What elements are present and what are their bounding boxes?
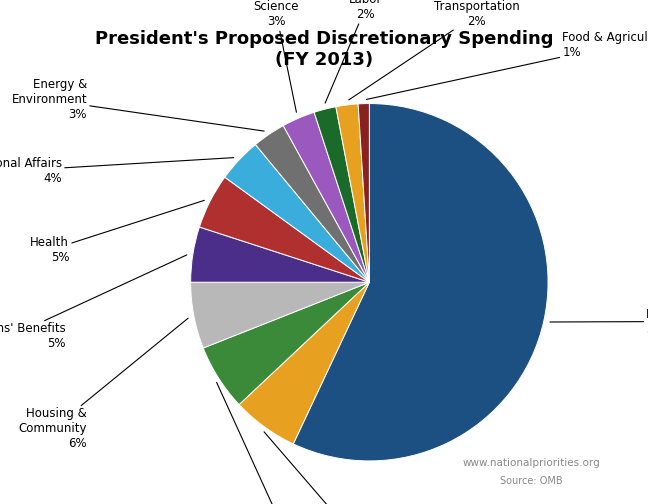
Text: Energy &
Environment
3%: Energy & Environment 3% — [12, 79, 264, 131]
Text: Science
3%: Science 3% — [253, 1, 299, 112]
Wedge shape — [314, 107, 369, 282]
Text: Source: OMB: Source: OMB — [500, 476, 562, 486]
Text: Veterans' Benefits
5%: Veterans' Benefits 5% — [0, 255, 187, 350]
Text: www.nationalpriorities.org: www.nationalpriorities.org — [463, 458, 600, 468]
Wedge shape — [225, 145, 369, 282]
Text: Military
57%: Military 57% — [550, 307, 648, 336]
Text: International Affairs
4%: International Affairs 4% — [0, 157, 234, 185]
Text: Housing &
Community
6%: Housing & Community 6% — [19, 318, 188, 450]
Wedge shape — [283, 112, 369, 282]
Text: Government
6%: Government 6% — [216, 383, 335, 504]
Wedge shape — [255, 125, 369, 282]
Text: Transportation
2%: Transportation 2% — [349, 1, 520, 100]
Text: Health
5%: Health 5% — [30, 201, 204, 264]
Wedge shape — [239, 282, 369, 444]
Wedge shape — [191, 282, 369, 348]
Wedge shape — [191, 227, 369, 282]
Text: Education
6%: Education 6% — [264, 432, 408, 504]
Text: Food & Agriculture
1%: Food & Agriculture 1% — [366, 31, 648, 99]
Wedge shape — [200, 177, 369, 282]
Wedge shape — [203, 282, 369, 405]
Text: Labor
2%: Labor 2% — [325, 0, 382, 103]
Text: President's Proposed Discretionary Spending
(FY 2013): President's Proposed Discretionary Spend… — [95, 30, 553, 69]
Wedge shape — [336, 104, 369, 282]
Wedge shape — [358, 103, 369, 282]
Wedge shape — [294, 103, 548, 461]
